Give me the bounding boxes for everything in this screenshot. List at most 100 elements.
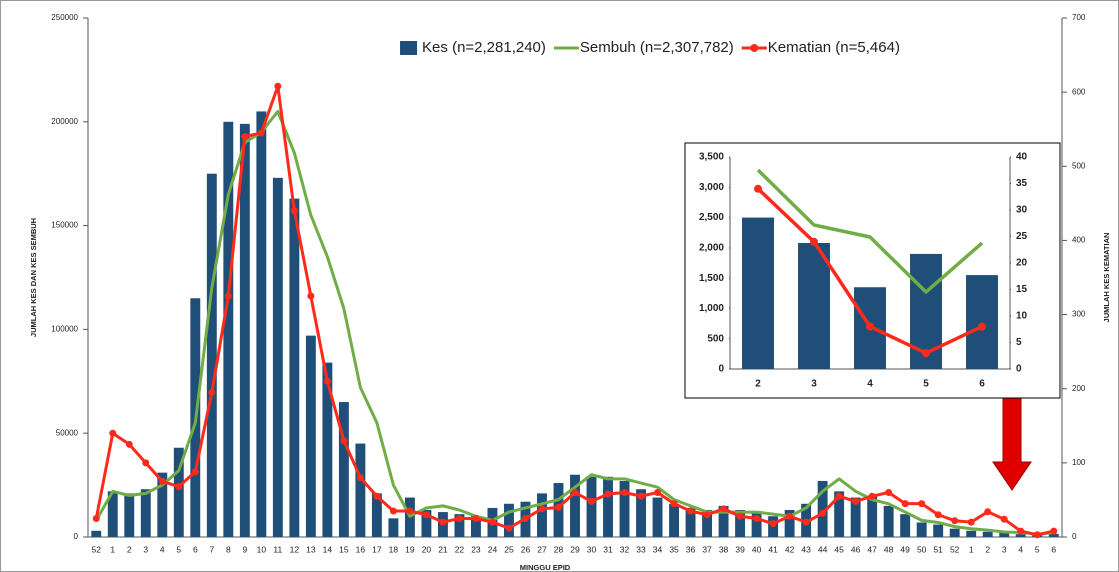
marker [505, 524, 513, 532]
x-tick-label: 46 [851, 544, 861, 554]
y-tick-label: 200000 [51, 117, 78, 126]
y2-tick-label: 0 [1072, 532, 1077, 541]
y-tick-label: 50000 [56, 428, 79, 437]
bar [735, 510, 746, 537]
bar [570, 474, 580, 537]
y2-tick-label: 500 [1072, 161, 1086, 170]
marker [810, 237, 818, 246]
bar [1048, 533, 1059, 537]
bar [421, 510, 432, 537]
marker [1017, 527, 1025, 535]
marker [819, 509, 827, 517]
marker [835, 492, 843, 500]
bar [742, 217, 774, 369]
x-axis-title: MINGGU EPID [520, 563, 571, 572]
bar [636, 489, 646, 537]
y-axis-title: JUMLAH KES DAN KES SEMBUH [29, 218, 38, 337]
marker [422, 511, 430, 519]
x-tick-label: 6 [1051, 544, 1056, 554]
marker [1050, 527, 1058, 535]
x-tick-label: 17 [372, 544, 382, 554]
x-tick-label: 39 [735, 544, 745, 554]
bar [305, 335, 316, 537]
y-tick-label: 2,500 [699, 212, 724, 223]
x-tick-label: 30 [587, 544, 597, 554]
x-tick-label: 5 [176, 544, 181, 554]
x-tick-label: 3 [143, 544, 148, 554]
marker [142, 459, 150, 467]
x-tick-label: 3 [1002, 544, 1007, 554]
bar [784, 510, 795, 537]
legend-label: Kes (n=2,281,240) [422, 39, 546, 56]
bar [1015, 534, 1026, 537]
line [756, 168, 984, 294]
bar [91, 530, 102, 537]
x-tick-label: 8 [226, 544, 231, 554]
y2-tick-label: 5 [1016, 337, 1022, 348]
marker [538, 505, 546, 513]
y-tick-label: 2,000 [699, 242, 724, 253]
bar [586, 476, 597, 537]
x-tick-label: 19 [405, 544, 415, 554]
x-tick-label: 24 [488, 544, 498, 554]
bar [966, 530, 977, 537]
marker [984, 508, 992, 516]
y2-tick-label: 10 [1016, 311, 1028, 322]
marker [866, 322, 874, 331]
x-tick-label: 35 [669, 544, 679, 554]
bar [371, 493, 382, 537]
marker [967, 518, 975, 526]
y-tick-label: 250000 [51, 13, 78, 22]
marker [754, 184, 762, 193]
bar [107, 491, 118, 537]
marker [588, 497, 596, 505]
x-tick-label: 49 [900, 544, 910, 554]
x-tick-label: 20 [422, 544, 432, 554]
y2-axis-title: JUMLAH KES KEMATIAN [1102, 233, 1111, 323]
x-tick-label: 2 [985, 544, 990, 554]
bar [454, 514, 465, 537]
x-tick-label: 4 [867, 379, 873, 390]
bar [140, 489, 151, 537]
y2-tick-label: 600 [1072, 87, 1086, 96]
pointer-arrow [992, 397, 1032, 491]
bar [718, 505, 729, 537]
marker [224, 292, 232, 300]
legend-swatch [400, 41, 418, 55]
marker [521, 514, 529, 522]
legend-label: Sembuh (n=2,307,782) [580, 39, 734, 56]
bar [206, 173, 217, 537]
y2-tick-label: 40 [1016, 152, 1028, 163]
marker [257, 129, 265, 137]
bar [173, 447, 184, 537]
x-tick-label: 41 [768, 544, 778, 554]
bar [619, 480, 630, 537]
y2-tick-label: 25 [1016, 231, 1028, 242]
marker [934, 511, 942, 519]
x-tick-label: 51 [933, 544, 943, 554]
x-tick-label: 25 [504, 544, 514, 554]
bar [883, 505, 894, 537]
x-tick-label: 14 [323, 544, 333, 554]
bar [966, 275, 998, 369]
marker [753, 514, 761, 522]
x-tick-label: 43 [801, 544, 811, 554]
marker [621, 489, 629, 497]
x-tick-label: 47 [867, 544, 877, 554]
marker [951, 517, 959, 525]
marker [769, 520, 777, 528]
legend-marker [750, 44, 759, 52]
x-tick-label: 4 [1018, 544, 1023, 554]
bar [338, 402, 349, 537]
x-tick-label: 11 [273, 544, 282, 554]
bar [239, 123, 250, 537]
x-tick-label: 27 [537, 544, 547, 554]
marker [241, 133, 249, 141]
marker [637, 492, 645, 500]
x-tick-label: 5 [1035, 544, 1040, 554]
bar [900, 514, 911, 537]
y-tick-label: 500 [707, 333, 724, 344]
x-tick-label: 1 [969, 544, 974, 554]
x-tick-label: 32 [620, 544, 630, 554]
marker [290, 207, 298, 215]
